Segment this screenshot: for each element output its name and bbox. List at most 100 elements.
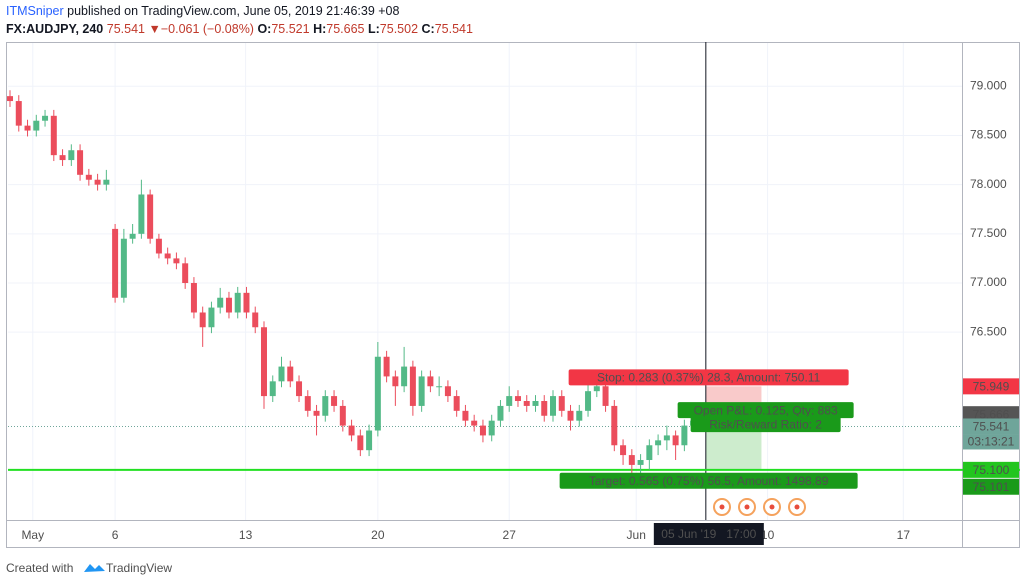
price-label-bg (963, 461, 1019, 478)
candle-body (103, 179, 110, 185)
candle-body (436, 386, 443, 388)
footer-brand[interactable]: TradingView (106, 561, 172, 575)
candle-body (120, 238, 127, 298)
x-tick-label: 27 (503, 528, 517, 542)
brand-logo (84, 564, 105, 572)
candle-body (182, 263, 189, 283)
candle-body (462, 410, 469, 421)
candle-body (243, 292, 250, 313)
candle-body (85, 174, 92, 180)
candle-body (173, 258, 180, 264)
candle-body (296, 381, 303, 397)
author[interactable]: ITMSniper (6, 4, 64, 18)
l: 75.502 (380, 22, 418, 36)
pnl-label: Open P&L: 0.125, Qty: 883 (694, 403, 838, 417)
candle-body (558, 396, 565, 411)
rr-label: Risk/Reward Ratio: 2 (709, 417, 822, 431)
stop-label: Stop: 0.283 (0.37%) 28.3, Amount: 750.11 (597, 371, 821, 385)
candle-body (392, 376, 399, 387)
candle-body (427, 376, 434, 387)
x-tick-label: May (21, 528, 44, 542)
event-dot (769, 504, 775, 510)
candle-body (339, 405, 346, 426)
candle-body (234, 292, 241, 313)
price-label-bg (963, 418, 1019, 435)
candle-body (628, 455, 635, 465)
crosshair-label-bg (653, 523, 764, 545)
candle-body (611, 405, 618, 446)
price-label-bg (963, 406, 1019, 423)
candle-body (278, 366, 285, 382)
candle-body (260, 327, 267, 397)
h: 75.665 (326, 22, 364, 36)
rr-label-bg (690, 416, 841, 433)
ohlc-line: FX:AUDJPY, 240 75.541 ▼−0.061 (−0.08%) O… (6, 22, 473, 36)
candle-body (147, 194, 154, 239)
candle-body (576, 410, 583, 421)
target-label: Target: 0.565 (0.75%) 56.5, Amount: 1498… (589, 474, 829, 488)
x-tick-label: Jun (627, 528, 646, 542)
candle-body (585, 391, 592, 411)
candle-body (418, 376, 425, 406)
candle-body (383, 356, 390, 377)
chart-frame (6, 42, 1020, 548)
candle-body (681, 425, 688, 446)
price-label: 75.100 (973, 463, 1010, 477)
countdown: 03:13:21 (968, 435, 1015, 449)
candle-body (488, 420, 495, 436)
candle-body (550, 396, 557, 416)
candle-body (401, 366, 408, 387)
candle-body (7, 96, 14, 102)
c: 75.541 (435, 22, 473, 36)
price-label-bg (963, 378, 1019, 395)
published: published on TradingView.com, June 05, 2… (67, 4, 399, 18)
candle-body (655, 440, 662, 446)
x-tick-label: 10 (761, 528, 775, 542)
candle-body (322, 396, 329, 416)
symbol: FX:AUDJPY, 240 (6, 22, 103, 36)
candle-body (357, 435, 364, 451)
candle-body (567, 410, 574, 421)
candle-body (532, 401, 539, 406)
candle-body (164, 253, 171, 259)
x-tick-label: 20 (371, 528, 385, 542)
candle-body (453, 396, 460, 411)
candle-body (497, 405, 504, 421)
price-label: 75.666 (973, 407, 1010, 421)
candle-body (68, 150, 75, 161)
last: 75.541 (107, 22, 145, 36)
candle-body (217, 297, 224, 308)
y-tick-label: 79.000 (970, 78, 1007, 92)
candle-body (366, 430, 373, 451)
candle-body (663, 435, 670, 441)
candle-body (646, 445, 653, 461)
candle-body (479, 425, 486, 436)
candle-body (620, 445, 627, 456)
candle-body (672, 435, 679, 446)
candle-body (15, 101, 22, 126)
candle-body (593, 386, 600, 392)
y-tick-label: 77.500 (970, 226, 1007, 240)
candle-body (77, 150, 84, 175)
l-label: L: (368, 22, 380, 36)
y-tick-label: 78.000 (970, 177, 1007, 191)
arrow: ▼ (148, 22, 160, 36)
candle-body (59, 155, 66, 161)
candle-body (409, 366, 416, 406)
candle-body (444, 386, 451, 397)
candle-body (374, 356, 381, 431)
price-label-bg (963, 478, 1019, 495)
target-label-bg (559, 472, 858, 489)
candle-body (348, 425, 355, 436)
candle-body (514, 396, 521, 402)
candle-body (94, 179, 101, 185)
footer-text: Created with (6, 561, 73, 575)
candle-body (50, 115, 57, 156)
stop-label-bg (568, 369, 849, 386)
candle-body (313, 410, 320, 416)
candle-body (208, 307, 215, 328)
header-line: ITMSniper published on TradingView.com, … (6, 4, 400, 18)
x-tick-label: 6 (112, 528, 119, 542)
